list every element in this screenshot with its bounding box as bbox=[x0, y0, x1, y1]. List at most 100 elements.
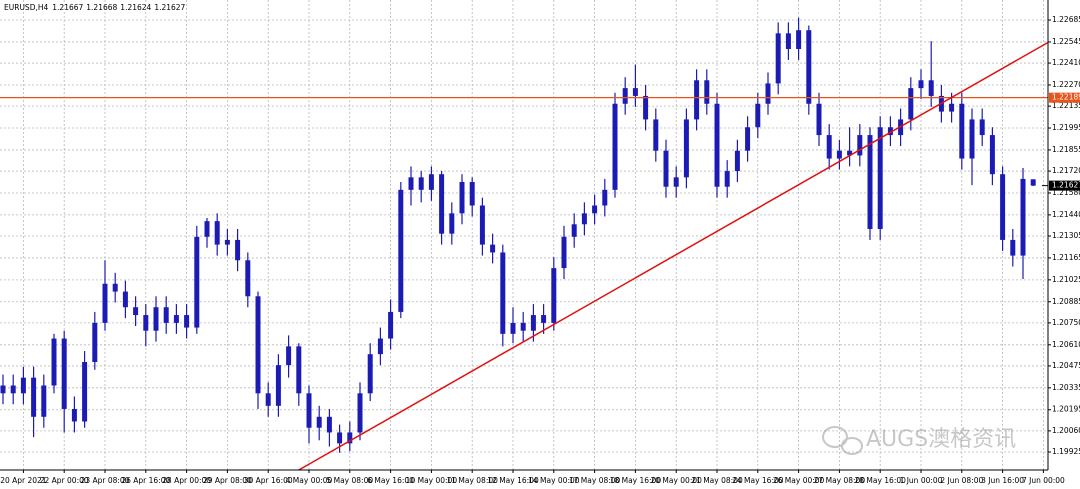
price-label: 1.21627 bbox=[1052, 181, 1080, 190]
x-tick-label: 28 Apr 00:00 bbox=[162, 476, 211, 485]
y-tick-label: 1.21855 bbox=[1052, 145, 1080, 154]
candle-body bbox=[214, 221, 220, 245]
y-tick-label: 1.21165 bbox=[1052, 253, 1080, 262]
candle-body bbox=[663, 150, 669, 187]
candle-body bbox=[296, 346, 302, 394]
candle-body bbox=[306, 393, 312, 428]
y-tick-label: 1.20610 bbox=[1052, 340, 1080, 349]
candle-body bbox=[204, 221, 210, 237]
candle-body bbox=[704, 80, 710, 104]
candle-body bbox=[989, 135, 995, 175]
x-tick-label: 24 May 16:00 bbox=[732, 476, 784, 485]
candle-body bbox=[622, 88, 628, 104]
candle-body bbox=[908, 88, 914, 120]
low-value: 1.21624 bbox=[120, 3, 151, 12]
x-tick-label: 28 May 16:00 bbox=[854, 476, 906, 485]
candle-body bbox=[683, 119, 689, 178]
level-label-box bbox=[1049, 92, 1080, 103]
x-tick-label: 29 Apr 08:00 bbox=[203, 476, 252, 485]
candle-body bbox=[714, 103, 720, 187]
trend-line bbox=[298, 42, 1048, 471]
y-tick-label: 1.20195 bbox=[1052, 405, 1080, 414]
candle-body bbox=[653, 119, 659, 151]
candle-body bbox=[612, 103, 618, 190]
price-label-box bbox=[1049, 180, 1080, 191]
candle-body bbox=[959, 103, 965, 159]
symbol: EURUSD,H4 bbox=[4, 3, 48, 12]
candle-body bbox=[734, 150, 740, 172]
candle-body bbox=[1020, 178, 1026, 256]
candle-body bbox=[194, 236, 200, 328]
candle-body bbox=[286, 346, 292, 366]
candle-body bbox=[602, 189, 608, 206]
candle-body bbox=[255, 296, 261, 394]
candle-body bbox=[643, 95, 649, 120]
candle-body bbox=[469, 182, 475, 206]
x-tick-label: 10 May 00:00 bbox=[406, 476, 458, 485]
x-tick-label: 17 May 08:00 bbox=[569, 476, 621, 485]
candle-body bbox=[918, 80, 924, 89]
x-tick-label: 27 May 08:00 bbox=[814, 476, 866, 485]
candle-body bbox=[857, 135, 863, 156]
candle-body bbox=[632, 88, 638, 96]
close-value: 1.21627 bbox=[154, 3, 185, 12]
candle-body bbox=[51, 338, 57, 386]
candle-body bbox=[428, 174, 434, 190]
watermark-icon bbox=[822, 426, 848, 448]
candle-body bbox=[449, 213, 455, 234]
candle-body bbox=[500, 252, 506, 334]
candle-body bbox=[357, 393, 363, 433]
candle-body bbox=[377, 338, 383, 355]
y-tick-label: 1.20475 bbox=[1052, 361, 1080, 370]
candle-body bbox=[561, 236, 567, 269]
y-tick-label: 1.21995 bbox=[1052, 123, 1080, 132]
x-tick-label: 1 Jun 00:00 bbox=[900, 476, 943, 485]
candle-body bbox=[816, 103, 822, 136]
candle-body bbox=[765, 83, 771, 104]
candle-body bbox=[143, 315, 149, 331]
y-tick-label: 1.21305 bbox=[1052, 231, 1080, 240]
candle-body bbox=[316, 416, 322, 428]
x-tick-label: 12 May 16:00 bbox=[487, 476, 539, 485]
x-tick-label: 3 Jun 16:00 bbox=[981, 476, 1024, 485]
x-tick-label: 23 Apr 08:00 bbox=[81, 476, 130, 485]
x-tick-label: 30 Apr 16:00 bbox=[244, 476, 293, 485]
y-tick-label: 1.20060 bbox=[1052, 426, 1080, 435]
candle-body bbox=[745, 127, 751, 151]
candle-body bbox=[479, 205, 485, 245]
candle-body bbox=[163, 307, 169, 323]
candle-body bbox=[245, 260, 251, 297]
candle-body bbox=[61, 338, 67, 409]
candle-body bbox=[347, 432, 353, 444]
candle-body bbox=[510, 322, 516, 334]
candle-body bbox=[112, 283, 118, 292]
candle-body bbox=[10, 385, 16, 394]
candle-body bbox=[224, 239, 230, 245]
x-tick-label: 20 May 00:00 bbox=[650, 476, 702, 485]
candle-body bbox=[530, 315, 536, 331]
y-tick-label: 1.22135 bbox=[1052, 101, 1080, 110]
candle-body bbox=[775, 33, 781, 84]
candle-body bbox=[1010, 239, 1016, 256]
grid bbox=[0, 0, 1048, 470]
candle-body bbox=[459, 182, 465, 214]
candle-body bbox=[836, 150, 842, 159]
candle-body bbox=[82, 362, 88, 422]
x-tick-label: 20 Apr 2021 bbox=[0, 476, 47, 485]
x-tick-label: 21 May 08:00 bbox=[691, 476, 743, 485]
candle-body bbox=[551, 268, 557, 323]
candle-body bbox=[326, 416, 332, 433]
candle-body bbox=[398, 189, 404, 312]
x-tick-label: 7 Jun 00:00 bbox=[1022, 476, 1065, 485]
candle-body bbox=[184, 315, 190, 328]
candle-body bbox=[1000, 174, 1006, 240]
candle-body bbox=[235, 239, 241, 261]
y-tick-label: 1.20335 bbox=[1052, 383, 1080, 392]
candle-body bbox=[490, 244, 496, 253]
candle-body bbox=[520, 322, 526, 331]
candle-body bbox=[408, 177, 414, 190]
candle-body bbox=[979, 119, 985, 136]
candle-body bbox=[102, 283, 108, 323]
candle-body bbox=[571, 224, 577, 237]
